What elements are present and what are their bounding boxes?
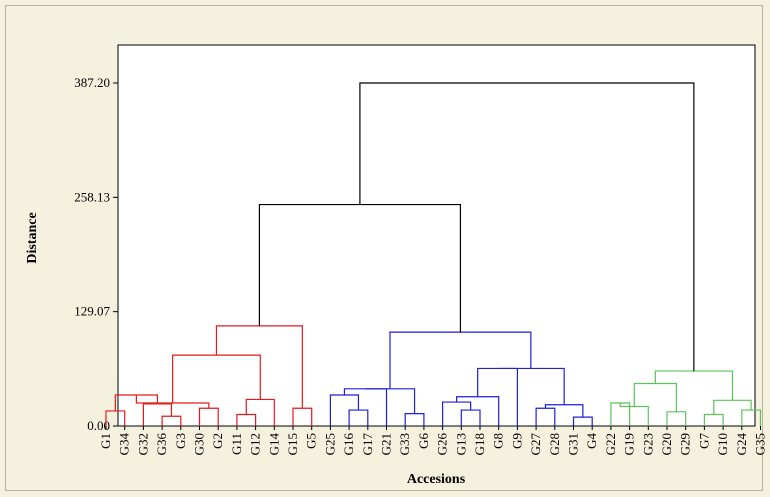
dendrogram-link-11 xyxy=(348,409,369,426)
leaf-label-g8: G8 xyxy=(491,433,506,449)
dendrogram-links xyxy=(105,82,762,426)
y-axis-title: Distance xyxy=(25,212,40,263)
leaf-label-g36: G36 xyxy=(154,433,169,456)
dendrogram-link-23 xyxy=(497,367,565,405)
dendrogram-link-15 xyxy=(365,388,416,414)
leaf-label-g33: G33 xyxy=(397,433,412,455)
leaf-label-g16: G16 xyxy=(341,433,356,456)
leaf-label-g29: G29 xyxy=(678,433,693,455)
leaf-label-g6: G6 xyxy=(416,433,431,449)
leaf-label-g13: G13 xyxy=(453,433,468,455)
leaf-label-g20: G20 xyxy=(659,433,674,455)
dendrogram-link-34 xyxy=(359,82,695,372)
dendrogram-link-16 xyxy=(460,409,481,426)
leaf-label-g30: G30 xyxy=(192,433,207,455)
x-axis-title: Accesions xyxy=(407,472,466,487)
x-axis-leaf-labels: G1 G34 G32 G36 G3 G30 G2 G11 G12 G14 G15 G5 G25 G16 G1… xyxy=(98,426,768,455)
y-axis: 0.00 129.07 258.13 387.20 xyxy=(74,75,118,433)
leaf-label-g23: G23 xyxy=(640,433,655,455)
dendrogram-link-31 xyxy=(741,409,762,426)
leaf-label-g3: G3 xyxy=(173,433,188,449)
leaf-label-g27: G27 xyxy=(528,433,543,456)
dendrogram-link-2 xyxy=(142,403,173,426)
y-tick-label: 0.00 xyxy=(87,418,110,433)
leaf-label-g1: G1 xyxy=(98,433,113,449)
plot-area xyxy=(117,44,756,427)
y-tick-label: 258.13 xyxy=(74,189,110,204)
dendrogram-link-1 xyxy=(161,415,182,426)
leaf-label-g14: G14 xyxy=(266,433,281,456)
leaf-label-g18: G18 xyxy=(472,433,487,455)
leaf-label-g4: G4 xyxy=(584,433,599,449)
y-tick-label: 387.20 xyxy=(74,75,110,90)
leaf-label-g31: G31 xyxy=(566,433,581,455)
leaf-label-g32: G32 xyxy=(135,433,150,455)
dendrogram-link-22 xyxy=(544,404,584,418)
dendrogram-link-3 xyxy=(114,394,159,411)
leaf-label-g26: G26 xyxy=(435,433,450,456)
leaf-label-g28: G28 xyxy=(547,433,562,455)
leaf-label-g17: G17 xyxy=(360,433,375,456)
leaf-label-g11: G11 xyxy=(229,433,244,455)
dendrogram-link-6 xyxy=(236,413,257,426)
leaf-label-g2: G2 xyxy=(210,433,225,449)
leaf-label-g21: G21 xyxy=(379,433,394,455)
leaf-label-g9: G9 xyxy=(509,433,524,449)
leaf-label-g5: G5 xyxy=(304,433,319,449)
leaf-label-g19: G19 xyxy=(622,433,637,455)
leaf-label-g34: G34 xyxy=(117,433,132,456)
leaf-label-g10: G10 xyxy=(715,433,730,455)
dendrogram-link-0 xyxy=(105,410,126,426)
leaf-label-g7: G7 xyxy=(696,433,711,449)
dendrogram-link-30 xyxy=(703,413,724,426)
leaf-label-g15: G15 xyxy=(285,433,300,455)
leaf-label-g24: G24 xyxy=(734,433,749,456)
leaf-label-g35: G35 xyxy=(753,433,768,455)
y-tick-label: 129.07 xyxy=(74,304,110,319)
leaf-label-g25: G25 xyxy=(322,433,337,455)
dendrogram-link-21 xyxy=(572,416,593,426)
leaf-label-g12: G12 xyxy=(248,433,263,455)
dendrogram-link-7 xyxy=(245,398,275,426)
leaf-label-g22: G22 xyxy=(603,433,618,455)
